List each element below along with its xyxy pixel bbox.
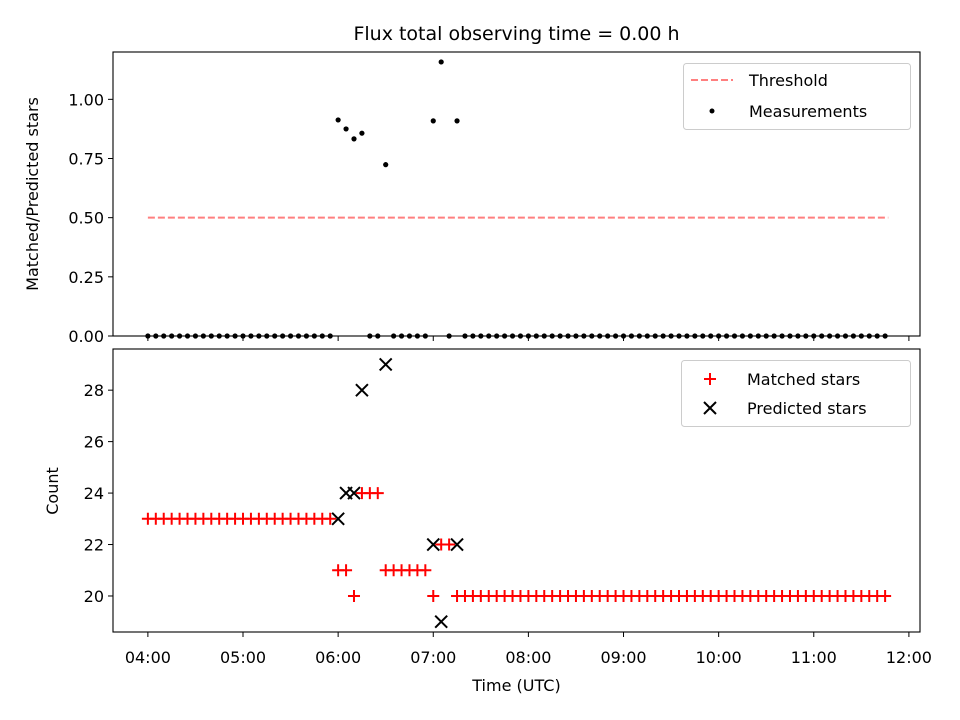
bottom-x-axis-label: Time (UTC): [471, 676, 560, 695]
bottom-y-tick-label: 22: [84, 536, 104, 555]
bottom-x-tick-label: 05:00: [220, 648, 266, 667]
predicted-legend-label: Predicted stars: [747, 399, 867, 418]
matched-star-point: [340, 564, 353, 577]
bottom-axes-frame: [112, 348, 921, 633]
bottom-y-axis-label: Count: [43, 467, 62, 515]
top-x-ticks: [147, 336, 910, 341]
measurement-point: [359, 130, 365, 136]
threshold-legend-label: Threshold: [748, 71, 828, 90]
measurements-legend-label: Measurements: [749, 102, 867, 121]
predicted-star-point: [355, 383, 369, 397]
top-plot-marks: [145, 59, 889, 339]
top-y-tick-label: 1.00: [68, 90, 104, 109]
top-legend-box: [683, 63, 911, 130]
measurement-point: [351, 136, 357, 142]
matched-star-point: [347, 589, 360, 602]
matched-star-point: [324, 512, 337, 525]
predicted-star-point: [331, 512, 345, 526]
bottom-y-tick-label: 28: [84, 381, 104, 400]
bottom-x-axis: 04:00 05:00 06:00 07:00 08:00 09:00 10:00 11:00…: [125, 632, 932, 667]
top-legend: Threshold Measurements: [683, 63, 911, 130]
top-y-tick-label: 0.25: [68, 268, 104, 287]
predicted-star-point: [347, 486, 361, 500]
top-y-axis: 0.00 0.25 0.50 0.75 1.00: [68, 90, 113, 346]
bottom-x-tick-label: 12:00: [886, 648, 932, 667]
top-y-axis-label: Matched/Predicted stars: [23, 97, 42, 291]
matched-star-point: [419, 564, 432, 577]
bottom-panel: 20 22 24 26 28 04:00 05:00 06:00 07:00 08:00 09:0…: [43, 348, 932, 695]
matched-legend-swatch: [704, 373, 716, 385]
top-y-tick-label: 0.00: [68, 327, 104, 346]
bottom-x-tick-label: 11:00: [791, 648, 837, 667]
matched-star-point: [371, 487, 384, 500]
bottom-y-tick-label: 20: [84, 587, 104, 606]
measurement-point: [383, 162, 389, 168]
chart-title: Flux total observing time = 0.00 h: [353, 23, 679, 45]
measurement-point: [343, 126, 349, 132]
measurement-point: [430, 118, 436, 124]
measurements-legend-swatch: [709, 108, 715, 114]
bottom-x-tick-label: 08:00: [505, 648, 551, 667]
matched-star-point: [443, 538, 456, 551]
predicted-star-point: [450, 537, 464, 552]
bottom-plot-marks: [141, 357, 892, 629]
bottom-y-tick-label: 26: [84, 433, 104, 452]
predicted-star-point: [426, 537, 440, 552]
matched-legend-label: Matched stars: [747, 370, 860, 389]
predicted-star-point: [378, 357, 393, 372]
bottom-x-tick-label: 04:00: [125, 648, 171, 667]
bottom-y-tick-label: 24: [84, 484, 104, 503]
bottom-y-axis: 20 22 24 26 28: [84, 381, 113, 606]
predicted-legend-swatch: [703, 401, 717, 415]
top-y-tick-label: 0.50: [68, 209, 104, 228]
matched-star-point: [879, 589, 892, 602]
measurement-point: [438, 59, 444, 65]
matched-star-point: [427, 589, 440, 602]
bottom-legend-box: [681, 360, 911, 427]
top-axes-frame: [112, 51, 921, 337]
predicted-star-point: [434, 615, 448, 629]
bottom-x-tick-label: 06:00: [315, 648, 361, 667]
bottom-x-tick-label: 07:00: [410, 648, 456, 667]
bottom-x-tick-label: 09:00: [600, 648, 646, 667]
measurement-point: [454, 118, 460, 124]
top-y-tick-label: 0.75: [68, 150, 104, 169]
bottom-legend: Matched stars Predicted stars: [681, 360, 911, 427]
bottom-x-tick-label: 10:00: [696, 648, 742, 667]
measurement-point: [335, 117, 341, 123]
top-panel: 0.00 0.25 0.50 0.75 1.00 Matched/Predicted s…: [23, 51, 921, 346]
